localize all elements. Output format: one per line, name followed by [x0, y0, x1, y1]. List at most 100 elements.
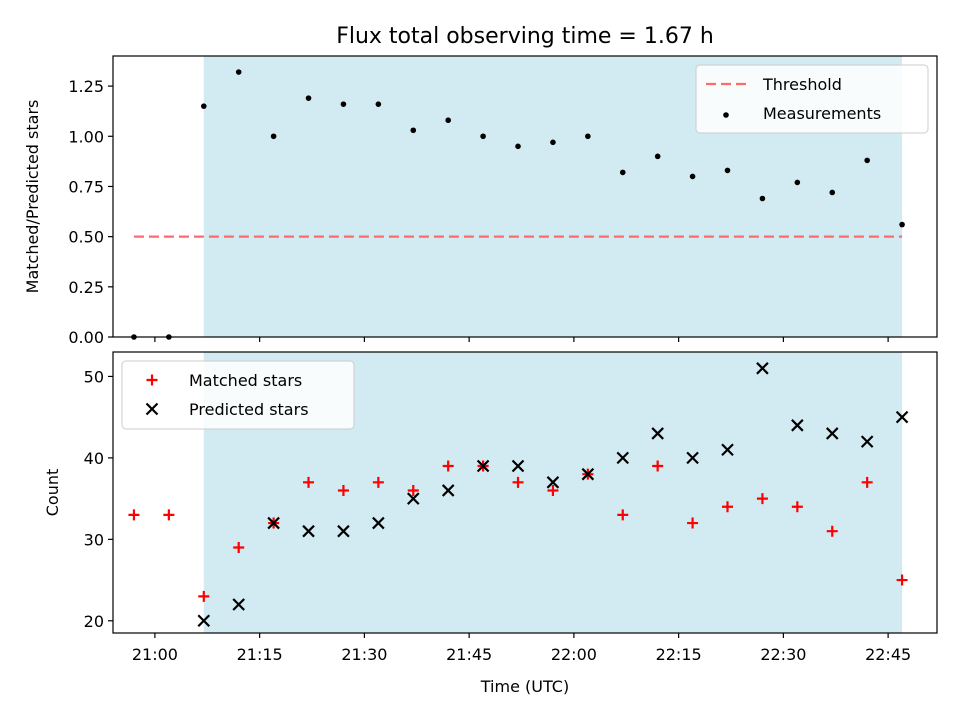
predicted-star-point — [302, 524, 315, 538]
matched-star-point — [547, 484, 559, 496]
predicted-star-point — [267, 516, 280, 530]
legend-measurement-swatch — [723, 112, 729, 118]
measurement-point — [445, 117, 451, 124]
legend-predicted-swatch — [145, 402, 159, 416]
measurement-point — [724, 167, 731, 174]
matched-star-point — [128, 509, 140, 521]
bottom-panel: 20 30 40 50 21:00 21:15 21:30 21:45 22:00 22:15 22… — [43, 351, 938, 696]
y-axis-label: Matched/Predicted stars — [23, 100, 42, 294]
predicted-star-point — [825, 427, 839, 440]
legend-label: Matched stars — [189, 371, 302, 390]
matched-star-point — [861, 476, 873, 488]
y-tick-label: 1.25 — [68, 77, 104, 96]
axes-frame — [112, 55, 938, 338]
chart-title: Flux total observing time = 1.67 h — [336, 24, 714, 49]
x-tick-label: 22:45 — [865, 645, 911, 664]
matched-star-point — [198, 590, 210, 602]
measurement-point — [585, 133, 591, 140]
measurement-point — [410, 127, 417, 134]
top-panel: 0.00 0.25 0.50 0.75 1.00 1.25 Matched/Predicte… — [23, 55, 938, 347]
measurement-point — [480, 133, 486, 140]
y-tick-label: 0.25 — [68, 278, 104, 297]
legend-label: Predicted stars — [189, 400, 309, 419]
measurement-point — [235, 69, 242, 75]
x-axis-label: Time (UTC) — [480, 677, 569, 696]
matched-star-point — [756, 493, 768, 505]
measurement-point — [270, 133, 277, 140]
measurement-point — [829, 189, 836, 196]
predicted-star-point — [616, 451, 630, 465]
predicted-star-point — [406, 492, 420, 505]
predicted-star-point — [337, 524, 350, 538]
y-axis-label: Count — [43, 469, 62, 517]
legend: Threshold Measurements — [695, 64, 929, 134]
predicted-star-point — [546, 476, 560, 489]
predicted-star-point — [511, 459, 525, 473]
measurement-point — [864, 157, 870, 164]
matched-star-point — [372, 476, 384, 488]
matched-star-point — [617, 509, 629, 521]
matched-star-point — [233, 541, 245, 553]
matched-star-point — [337, 484, 349, 496]
measurement-point — [375, 101, 382, 107]
x-tick-label: 21:00 — [132, 645, 178, 664]
measurement-point — [759, 195, 766, 202]
measurement-point — [794, 179, 801, 186]
x-tick-label: 21:15 — [237, 645, 283, 664]
y-tick-label: 40 — [84, 449, 104, 468]
matched-star-point — [687, 517, 699, 529]
matched-star-point — [512, 476, 524, 488]
measurement-point — [305, 95, 312, 101]
matched-star-point — [652, 460, 664, 472]
matched-star-point — [791, 501, 803, 513]
legend-matched-swatch — [146, 374, 158, 386]
x-tick-label: 21:45 — [446, 645, 492, 664]
matched-star-point — [163, 509, 175, 521]
measurement-point — [899, 221, 905, 228]
x-tick-label: 22:15 — [656, 645, 702, 664]
predicted-star-point — [372, 516, 385, 530]
predicted-star-point — [686, 451, 699, 465]
predicted-star-point — [895, 410, 909, 424]
measurement-point — [515, 143, 521, 150]
y-tick-label: 0.00 — [68, 328, 104, 347]
predicted-star-point — [651, 427, 664, 440]
y-tick-label: 0.75 — [68, 177, 104, 196]
matched-star-point — [303, 476, 315, 488]
measurement-point — [550, 139, 556, 146]
y-tick-label: 1.00 — [68, 127, 104, 146]
axes-frame — [112, 351, 938, 634]
measurement-point — [340, 101, 347, 107]
x-tick-label: 22:30 — [760, 645, 806, 664]
x-tick-label: 22:00 — [551, 645, 597, 664]
legend: Matched stars Predicted stars — [121, 360, 355, 430]
matched-star-point — [826, 525, 838, 537]
predicted-star-point — [441, 484, 455, 497]
predicted-star-point — [860, 435, 874, 448]
y-tick-label: 30 — [84, 530, 104, 549]
measurement-point — [619, 169, 626, 176]
predicted-star-point — [756, 362, 769, 375]
legend-label: Threshold — [762, 75, 842, 94]
matched-star-point — [407, 484, 419, 496]
y-tick-label: 50 — [84, 367, 104, 386]
legend-box — [121, 360, 355, 430]
measurement-point — [654, 153, 661, 160]
predicted-star-point — [791, 419, 804, 432]
legend-label: Measurements — [763, 104, 881, 123]
matched-star-point — [722, 501, 734, 513]
predicted-star-point — [581, 467, 595, 481]
x-tick-label: 21:30 — [341, 645, 387, 664]
measurement-point — [200, 103, 207, 109]
predicted-star-point — [721, 443, 734, 457]
y-tick-label: 0.50 — [68, 228, 104, 247]
predicted-star-point — [476, 459, 490, 473]
matched-star-point — [896, 574, 908, 586]
legend-box — [695, 64, 929, 134]
measurement-point — [689, 173, 696, 180]
predicted-star-point — [232, 598, 245, 611]
predicted-star-point — [197, 614, 211, 628]
matched-star-point — [442, 460, 454, 472]
y-tick-label: 20 — [84, 612, 104, 631]
